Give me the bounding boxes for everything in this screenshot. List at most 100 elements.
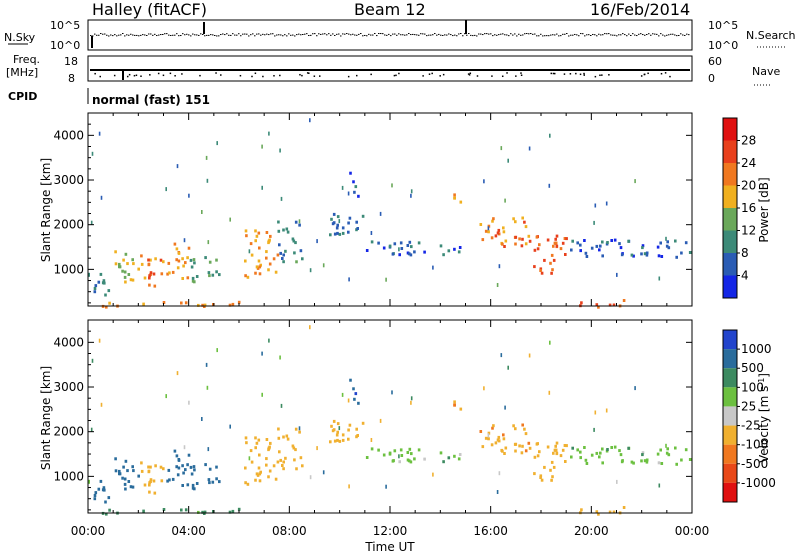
echo-cell — [665, 244, 669, 248]
echo-cell — [107, 289, 111, 293]
velocity-data — [88, 325, 692, 516]
echo-cell — [400, 247, 404, 250]
echo-cell — [479, 223, 483, 226]
echo-cell — [176, 371, 179, 376]
nsky-tick-top: 10^5 — [50, 19, 80, 32]
echo-cell — [258, 479, 262, 483]
echo-cell — [398, 253, 401, 257]
echo-cell — [391, 459, 395, 463]
echo-cell — [277, 220, 280, 224]
velocity-ylabel: Slant Range [km] — [39, 366, 53, 470]
echo-cell — [193, 487, 196, 491]
nave-point — [239, 74, 242, 77]
nsky-point — [558, 35, 560, 37]
nave-point — [113, 74, 116, 77]
echo-cell — [549, 468, 552, 472]
echo-cell — [231, 302, 235, 306]
echo-cell — [176, 164, 179, 169]
nsky-point — [550, 34, 552, 36]
nsky-point — [400, 34, 402, 36]
echo-cell — [552, 451, 555, 455]
echo-cell — [406, 451, 410, 454]
echo-cell — [248, 249, 251, 254]
echo-cell — [535, 235, 539, 239]
nave-point — [501, 75, 504, 78]
echo-cell — [487, 437, 490, 441]
beam-title: Beam 12 — [354, 0, 426, 19]
nave-point — [553, 72, 556, 75]
echo-cell — [481, 238, 485, 242]
nsky-point — [124, 35, 126, 37]
nsky-point — [216, 35, 218, 37]
echo-cell — [675, 462, 678, 466]
echo-cell — [181, 257, 184, 261]
echo-cell — [518, 444, 521, 448]
nsky-point — [532, 33, 534, 35]
nave-point — [422, 75, 424, 77]
echo-cell — [521, 216, 524, 220]
echo-cell — [341, 226, 345, 230]
nsky-point — [598, 33, 600, 35]
colorbar-tick-label: 4 — [741, 269, 749, 283]
echo-cell — [261, 144, 263, 149]
echo-cell — [492, 217, 495, 221]
echo-cell — [88, 479, 90, 484]
echo-cell — [666, 240, 669, 244]
echo-cell — [641, 451, 645, 455]
echo-cell — [583, 239, 586, 242]
echo-cell — [550, 460, 554, 464]
echo-cell — [295, 467, 298, 471]
nave-point — [140, 75, 142, 77]
power-ylabel: Slant Range [km] — [39, 158, 53, 262]
echo-cell — [504, 446, 508, 450]
echo-cell — [293, 458, 296, 462]
echo-cell — [349, 378, 352, 382]
nsky-point — [568, 35, 570, 37]
echo-cell — [503, 452, 506, 455]
nsky-point — [132, 34, 134, 36]
nave-point — [149, 74, 151, 76]
echo-cell — [684, 241, 688, 245]
echo-cell — [121, 476, 124, 480]
echo-cell — [118, 469, 121, 473]
echo-cell — [487, 226, 490, 231]
nave-point — [347, 75, 350, 78]
echo-cell — [212, 303, 215, 306]
echo-cell — [524, 242, 528, 246]
echo-cell — [453, 403, 456, 407]
echo-cell — [149, 478, 153, 482]
echo-cell — [640, 252, 643, 256]
nsky-point — [658, 35, 660, 37]
nsky-point — [592, 33, 594, 35]
echo-cell — [590, 246, 594, 250]
nsky-point — [230, 34, 232, 36]
echo-cell — [162, 260, 165, 264]
echo-cell — [580, 508, 583, 512]
echo-cell — [167, 468, 171, 472]
echo-cell — [377, 241, 380, 245]
echo-cell — [259, 470, 262, 474]
echo-cell — [538, 450, 541, 454]
colorbar-tick-label: 1000 — [741, 342, 772, 356]
echo-cell — [585, 255, 589, 258]
echo-cell — [576, 241, 579, 245]
power-axes: 1000 2000 3000 4000 — [53, 113, 693, 306]
echo-cell — [207, 478, 211, 482]
echo-cell — [124, 252, 128, 256]
echo-cell — [564, 253, 567, 256]
nsky-point — [520, 34, 522, 36]
nsky-point — [364, 34, 366, 36]
nave-point — [515, 75, 517, 77]
echo-cell — [593, 220, 595, 225]
nave-point — [594, 75, 597, 78]
nsky-point — [92, 35, 94, 37]
echo-cell — [459, 200, 463, 204]
echo-cell — [208, 260, 212, 264]
echo-cell — [645, 253, 649, 257]
echo-cell — [571, 239, 574, 243]
power-data — [88, 118, 692, 309]
nsky-point — [482, 34, 484, 36]
nsky-point — [636, 35, 638, 37]
nsky-point — [514, 33, 516, 35]
echo-cell — [100, 402, 103, 407]
